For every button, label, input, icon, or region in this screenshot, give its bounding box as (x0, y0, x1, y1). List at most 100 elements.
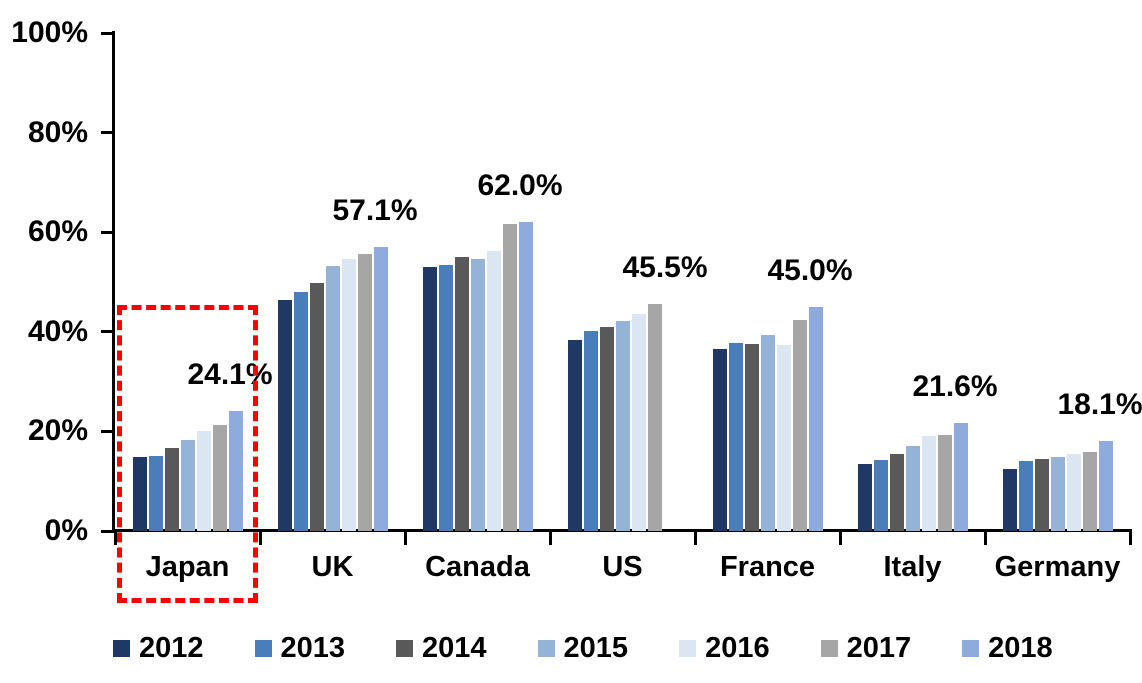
legend-swatch-2013 (254, 639, 272, 657)
category-label-italy: Italy (883, 551, 942, 583)
bar-us-2016 (631, 313, 646, 531)
data-label-italy: 21.6% (912, 370, 998, 404)
x-tick-mark-1 (259, 529, 262, 545)
legend-swatch-2015 (537, 639, 555, 657)
bar-france-2017 (792, 319, 807, 531)
y-tick-label-80: 80% (27, 115, 88, 149)
bar-italy-2013 (873, 460, 888, 531)
bar-uk-2012 (277, 299, 292, 531)
legend-item-2014: 2014 (396, 633, 487, 663)
bar-italy-2015 (905, 446, 920, 531)
bar-japan-2018 (228, 410, 243, 531)
y-tick-mark-0 (101, 529, 115, 533)
bar-us-2014 (599, 326, 614, 531)
category-label-france: France (719, 551, 816, 583)
category-label-uk: UK (311, 551, 354, 583)
bar-italy-2014 (889, 454, 904, 531)
legend-label-2017: 2017 (846, 632, 912, 664)
y-tick-mark-80 (101, 131, 115, 135)
bar-uk-2018 (373, 246, 388, 531)
x-tick-mark-6 (984, 529, 987, 545)
highlight-rect-japan (117, 305, 258, 603)
bar-italy-2017 (937, 435, 952, 531)
bar-canada-2012 (422, 267, 437, 531)
x-tick-mark-4 (694, 529, 697, 545)
category-label-canada: Canada (425, 551, 530, 583)
legend-item-2013: 2013 (254, 632, 346, 664)
data-label-france: 45.0% (767, 253, 853, 287)
y-axis (112, 31, 115, 532)
data-label-us: 45.5% (622, 251, 708, 285)
data-label-japan: 24.1% (187, 357, 273, 391)
category-label-japan: Japan (145, 551, 230, 583)
bar-japan-2013 (148, 456, 163, 531)
bar-group-japan (115, 33, 260, 531)
data-label-uk: 57.1% (332, 193, 418, 227)
x-tick-mark-0 (114, 529, 117, 545)
legend-label-2014: 2014 (422, 632, 487, 664)
bar-uk-2013 (293, 292, 308, 531)
legend-item-2018: 2018 (962, 633, 1053, 663)
bar-canada-2014 (454, 257, 469, 531)
bar-canada-2017 (502, 224, 517, 531)
legend-item-2017: 2017 (820, 632, 912, 664)
bar-japan-2017 (212, 425, 227, 531)
y-tick-mark-100 (101, 31, 115, 35)
legend-label-2018: 2018 (988, 632, 1053, 664)
bar-japan-2016 (196, 431, 211, 531)
bar-canada-2016 (486, 251, 501, 531)
legend-label-2012: 2012 (139, 632, 204, 664)
y-tick-mark-20 (101, 429, 115, 433)
legend-label-2013: 2013 (280, 632, 346, 664)
bar-germany-2015 (1050, 456, 1065, 531)
y-tick-label-100: 100% (11, 16, 88, 49)
bar-germany-2017 (1082, 451, 1097, 531)
bar-france-2013 (728, 342, 743, 531)
bar-uk-2015 (325, 266, 340, 531)
bar-us-2012 (567, 339, 582, 531)
y-tick-mark-60 (101, 230, 115, 234)
y-tick-label-0: 0% (44, 514, 88, 547)
legend-swatch-2018 (962, 639, 980, 657)
bar-germany-2016 (1066, 454, 1081, 531)
y-tick-mark-40 (101, 330, 115, 334)
bar-us-2017 (647, 304, 662, 531)
bar-canada-2018 (518, 222, 533, 531)
data-label-germany: 18.1% (1057, 387, 1142, 421)
bar-germany-2013 (1018, 461, 1033, 531)
bar-canada-2015 (470, 258, 485, 531)
y-tick-label-60: 60% (27, 215, 88, 249)
legend-label-2016: 2016 (705, 632, 770, 664)
x-tick-mark-2 (404, 529, 407, 545)
legend-swatch-2012 (113, 639, 130, 657)
bar-japan-2014 (164, 448, 179, 531)
legend-swatch-2016 (679, 639, 697, 657)
legend-swatch-2017 (820, 639, 838, 657)
bar-group-france (695, 33, 840, 531)
y-tick-label-40: 40% (27, 314, 88, 348)
bar-france-2016 (776, 344, 791, 531)
bar-group-canada (405, 33, 550, 531)
bar-group-uk (260, 33, 405, 531)
legend: 2012 2013 2014 2015 2016 2017 2018 (113, 633, 1053, 663)
bar-germany-2014 (1034, 459, 1049, 531)
bar-france-2014 (744, 343, 759, 531)
bar-france-2012 (712, 348, 727, 531)
bar-us-2013 (583, 330, 598, 531)
legend-item-2016: 2016 (679, 633, 770, 663)
bar-france-2015 (760, 334, 775, 531)
bar-uk-2017 (357, 253, 372, 531)
bar-japan-2015 (180, 440, 195, 531)
bar-group-us (550, 33, 695, 531)
bar-france-2018 (808, 306, 823, 531)
y-tick-label-20: 20% (27, 414, 88, 448)
bar-germany-2018 (1098, 440, 1113, 531)
bar-canada-2013 (438, 264, 453, 531)
bar-group-italy (840, 33, 985, 531)
bar-uk-2016 (341, 259, 356, 531)
legend-item-2015: 2015 (537, 633, 628, 663)
x-tick-mark-3 (549, 529, 552, 545)
legend-item-2012: 2012 (113, 633, 204, 663)
bar-germany-2012 (1002, 468, 1017, 531)
